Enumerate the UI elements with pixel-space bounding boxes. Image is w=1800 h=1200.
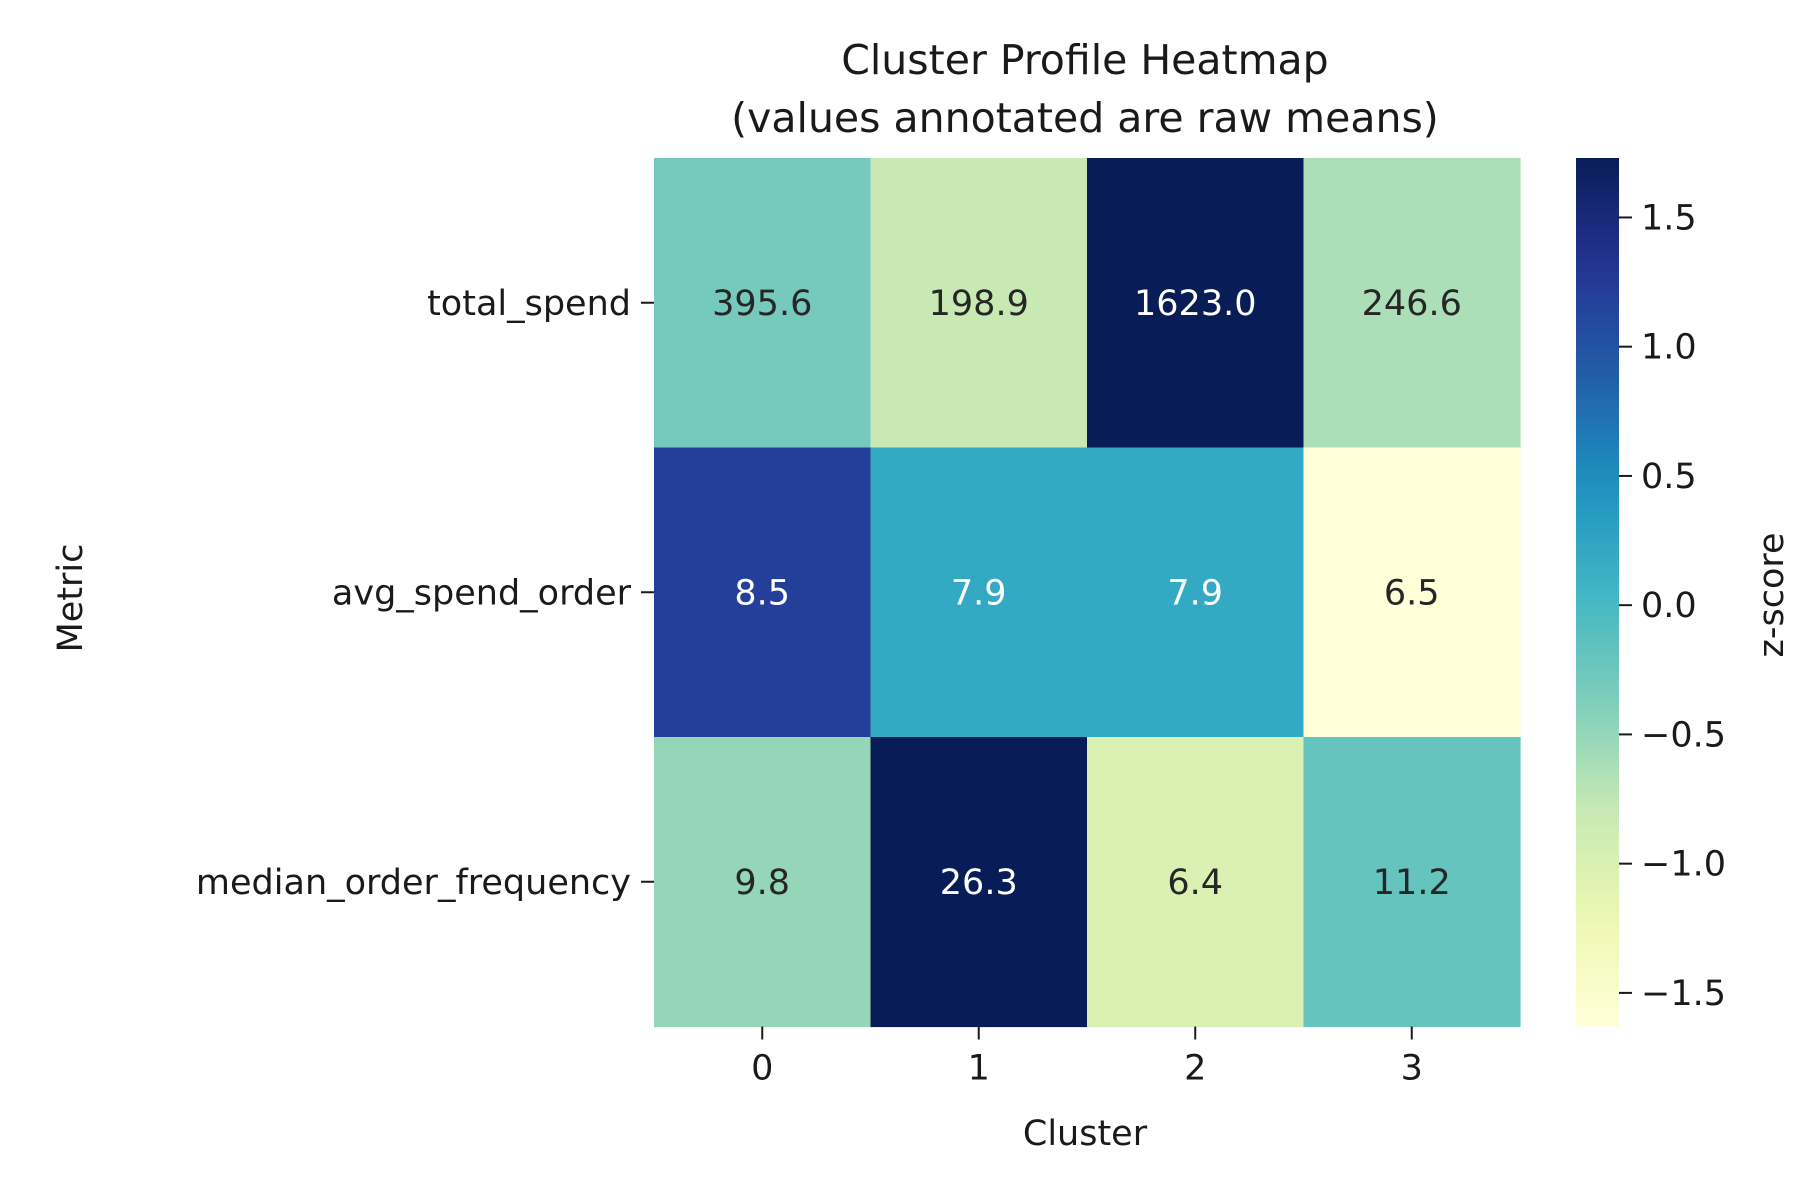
x-axis: 0 1 2 3	[751, 1026, 1423, 1089]
heatmap-cell-r2-c2	[1087, 737, 1305, 1028]
cell-annotation-r1-c1: 7.9	[951, 573, 1007, 613]
x-tick-label-0: 0	[751, 1049, 773, 1089]
cell-annotation-r2-c0: 9.8	[734, 863, 790, 903]
chart-title-line-1: Cluster Profile Heatmap	[841, 36, 1328, 84]
cell-annotation-r2-c1: 26.3	[940, 863, 1018, 903]
heatmap-cell-r0-c2	[1087, 158, 1305, 449]
colorbar-label: z-score	[1752, 532, 1792, 657]
heatmap-cell-r1-c2	[1087, 447, 1305, 738]
x-tick-label-2: 2	[1184, 1049, 1206, 1089]
x-tick-label-3: 3	[1401, 1049, 1423, 1089]
cell-annotation-r2-c3: 11.2	[1373, 863, 1451, 903]
y-tick-label-2: median_order_frequency	[196, 863, 631, 903]
cell-annotation-r0-c1: 198.9	[929, 284, 1029, 324]
colorbar: −1.5 −1.0 −0.5 0.0 0.5 1.0 1.5	[1576, 158, 1726, 1027]
heatmap-cell-r1-c1	[870, 447, 1088, 738]
heatmap-cell-r0-c3	[1303, 158, 1521, 449]
heatmap-cell-r1-c3	[1303, 447, 1521, 738]
colorbar-tick-label-2: −0.5	[1641, 715, 1726, 755]
heatmap-cell-r2-c3	[1303, 737, 1521, 1028]
y-tick-label-1: avg_spend_order	[332, 573, 632, 613]
colorbar-tick-label-4: 0.5	[1641, 457, 1697, 497]
heatmap-cell-r0-c0	[654, 158, 872, 449]
heatmap-annotations: 395.6 198.9 1623.0 246.6 8.5 7.9 7.9 6.5 9.8 26.3…	[712, 284, 1462, 903]
heatmap-cell-r2-c1	[870, 737, 1088, 1028]
cell-annotation-r2-c2: 6.4	[1167, 863, 1223, 903]
cell-annotation-r0-c2: 1623.0	[1134, 284, 1256, 324]
heatmap-cell-r0-c1	[870, 158, 1088, 449]
cell-annotation-r1-c2: 7.9	[1167, 573, 1223, 613]
colorbar-tick-label-3: 0.0	[1641, 586, 1697, 626]
colorbar-tick-label-0: −1.5	[1641, 974, 1726, 1014]
y-axis-label: Metric	[51, 544, 91, 653]
cell-annotation-r1-c0: 8.5	[734, 573, 790, 613]
cell-annotation-r1-c3: 6.5	[1384, 573, 1440, 613]
cell-annotation-r0-c0: 395.6	[712, 284, 812, 324]
cell-annotation-r0-c3: 246.6	[1362, 284, 1462, 324]
y-axis: total_spend avg_spend_order median_order_f…	[196, 284, 654, 903]
x-axis-label: Cluster	[1023, 1114, 1148, 1154]
y-tick-label-0: total_spend	[427, 284, 631, 324]
x-tick-label-1: 1	[968, 1049, 990, 1089]
colorbar-gradient-bar	[1576, 158, 1619, 1027]
colorbar-tick-label-6: 1.5	[1641, 198, 1697, 238]
colorbar-tick-label-5: 1.0	[1641, 328, 1697, 368]
heatmap-cell-r2-c0	[654, 737, 872, 1028]
heatmap-cells	[654, 158, 1521, 1028]
heatmap-cell-r1-c0	[654, 447, 872, 738]
chart-title-line-2: (values annotated are raw means)	[731, 94, 1439, 142]
colorbar-tick-label-1: −1.0	[1641, 845, 1726, 885]
